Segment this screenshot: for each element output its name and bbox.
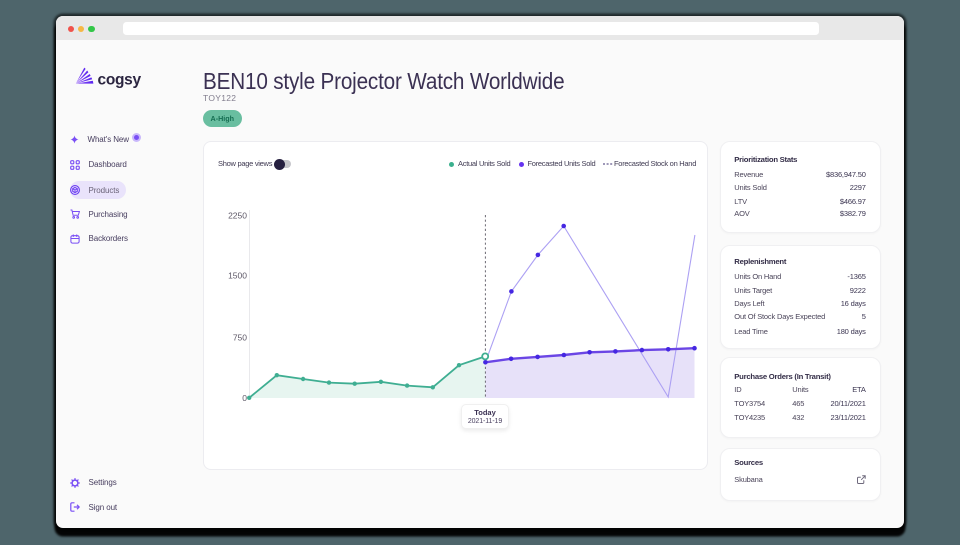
- svg-text:1500: 1500: [228, 270, 247, 280]
- svg-text:2250: 2250: [228, 211, 247, 221]
- svg-text:cogsy: cogsy: [97, 71, 141, 88]
- svg-text:750: 750: [233, 332, 247, 342]
- svg-text:0: 0: [242, 393, 247, 403]
